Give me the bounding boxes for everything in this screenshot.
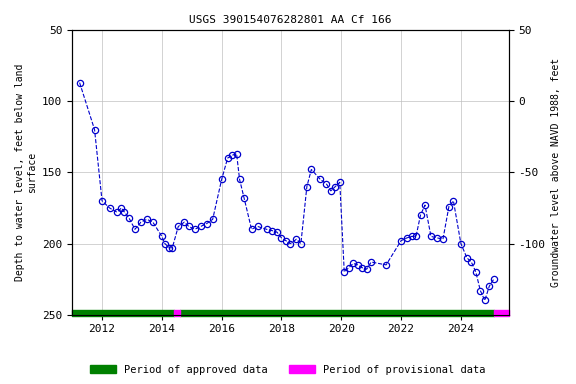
Title: USGS 390154076282801 AA Cf 166: USGS 390154076282801 AA Cf 166 bbox=[189, 15, 392, 25]
Y-axis label: Depth to water level, feet below land
surface: Depth to water level, feet below land su… bbox=[15, 64, 37, 281]
Legend: Period of approved data, Period of provisional data: Period of approved data, Period of provi… bbox=[86, 361, 490, 379]
Y-axis label: Groundwater level above NAVD 1988, feet: Groundwater level above NAVD 1988, feet bbox=[551, 58, 561, 287]
